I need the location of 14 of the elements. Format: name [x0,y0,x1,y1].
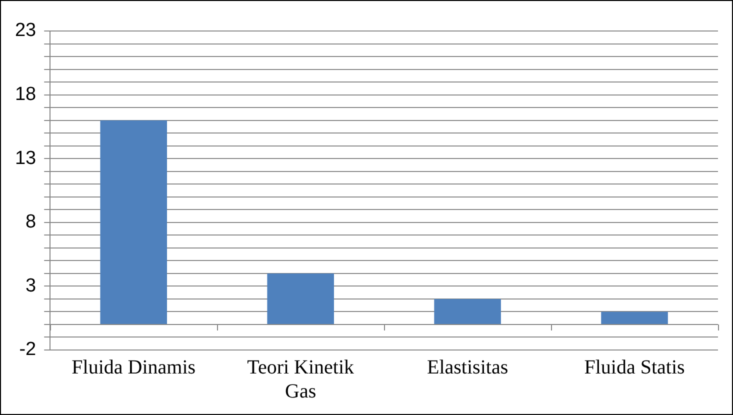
x-tick-label: Teori Kinetik Gas [247,356,354,402]
bar [100,120,168,324]
y-tick-label: 8 [26,212,36,233]
x-tick-label: Fluida Dinamis [72,356,196,378]
y-tick-label: -2 [19,339,36,360]
y-tick-label: 3 [26,275,36,296]
bar [434,298,501,324]
x-tick-label: Fluida Statis [584,356,686,378]
x-tick-label: Elastisitas [426,356,508,378]
y-tick-label: 18 [14,84,36,106]
bar [267,273,334,324]
y-tick-label: 23 [14,20,36,42]
y-tick-label: 13 [14,148,36,169]
bar [601,312,668,324]
